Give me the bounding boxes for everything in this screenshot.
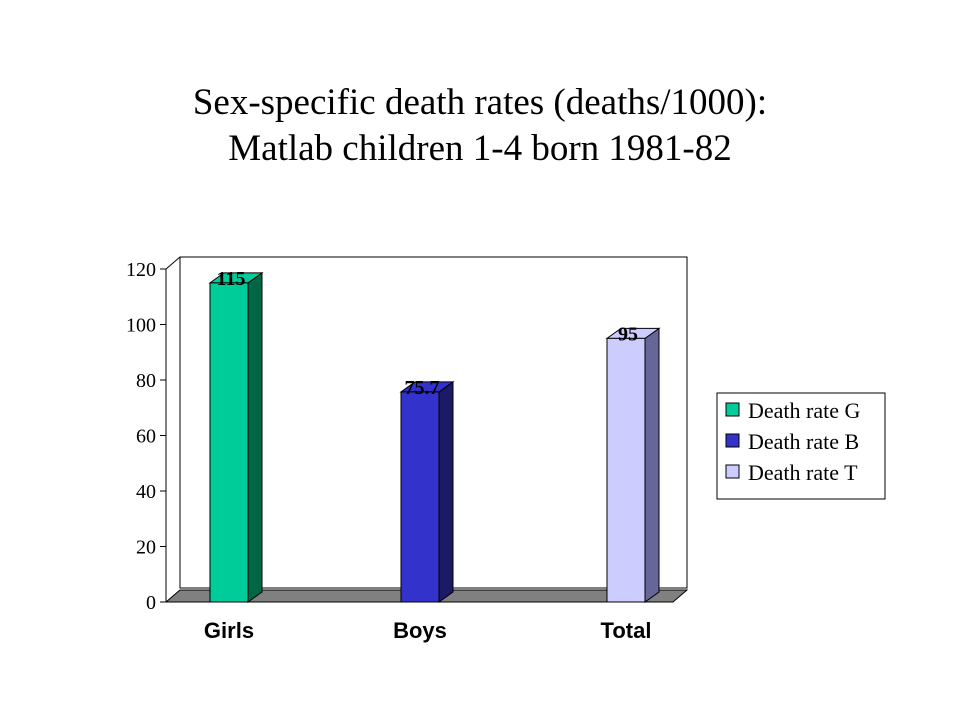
category-label: Total (601, 618, 652, 643)
bar-side (644, 327, 660, 603)
chart-title: Sex-specific death rates (deaths/1000): … (192, 82, 768, 169)
bar-boys (399, 380, 455, 603)
legend-label: Death rate G (748, 398, 860, 423)
legend-label: Death rate B (748, 429, 859, 454)
y-tick-label: 120 (126, 259, 156, 281)
side-wall-edge (165, 256, 181, 270)
bar-side (247, 271, 263, 603)
x-axis: Girls Boys Total (204, 618, 652, 643)
legend-swatch (725, 433, 740, 448)
y-tick-label: 40 (136, 481, 156, 503)
bar-front (209, 282, 249, 603)
bar-side (438, 380, 454, 603)
y-tick-label: 100 (126, 315, 156, 337)
data-label: 115 (217, 268, 246, 290)
bars: 115 75.7 95 (208, 268, 661, 603)
data-label: 75.7 (405, 377, 440, 399)
data-label: 95 (618, 323, 638, 345)
bar-front (400, 391, 440, 603)
bar-front (606, 337, 646, 603)
category-label: Boys (393, 618, 447, 643)
y-tick-label: 80 (136, 370, 156, 392)
legend: Death rate G Death rate B Death rate T (716, 392, 886, 500)
y-tick-label: 0 (146, 592, 156, 614)
bar-total (605, 327, 661, 603)
y-tick-label: 60 (136, 426, 156, 448)
legend-swatch (725, 402, 740, 417)
y-axis: 0 20 40 60 80 100 120 (126, 259, 167, 614)
legend-box (716, 392, 886, 500)
legend-swatch (725, 464, 740, 479)
legend-label: Death rate T (748, 460, 858, 485)
bar-girls (208, 271, 264, 603)
y-tick-label: 20 (136, 537, 156, 559)
category-label: Girls (204, 618, 254, 643)
